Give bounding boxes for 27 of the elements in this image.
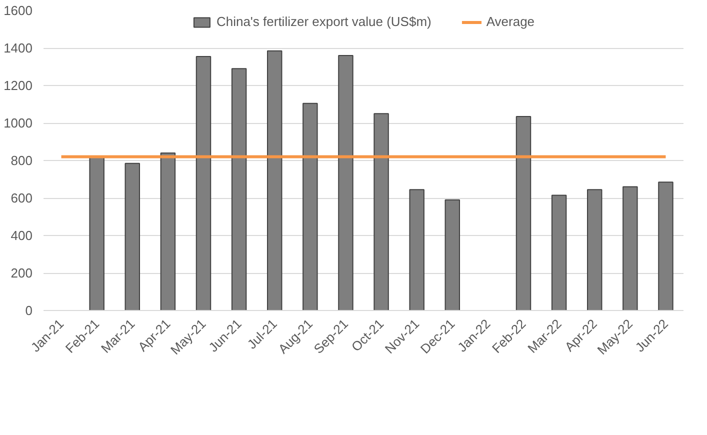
y-tick-label: 600 bbox=[10, 190, 33, 206]
bar bbox=[551, 194, 567, 310]
bar bbox=[622, 186, 638, 310]
legend-label: China's fertilizer export value (US$m) bbox=[216, 14, 432, 29]
bar bbox=[374, 113, 389, 310]
y-tick-label: 1600 bbox=[4, 3, 32, 18]
bar bbox=[587, 189, 602, 310]
bar bbox=[444, 199, 460, 310]
bar bbox=[338, 55, 354, 310]
bar bbox=[89, 156, 104, 310]
bar bbox=[124, 162, 140, 310]
bar bbox=[231, 68, 247, 310]
y-tick-label: 1200 bbox=[4, 78, 32, 93]
y-tick-label: 800 bbox=[10, 153, 33, 168]
bar bbox=[516, 116, 532, 310]
bar bbox=[658, 182, 674, 310]
bar bbox=[302, 102, 318, 310]
bar bbox=[196, 56, 212, 310]
bar bbox=[267, 50, 282, 310]
y-tick-label: 1000 bbox=[4, 116, 32, 130]
y-tick-label: 1400 bbox=[4, 40, 32, 56]
bar bbox=[160, 152, 176, 310]
bar bbox=[409, 189, 424, 310]
y-tick-label: 200 bbox=[10, 266, 33, 280]
y-tick-label: 400 bbox=[10, 228, 33, 243]
legend-label: Average bbox=[486, 14, 535, 29]
y-tick-label: 0 bbox=[25, 303, 33, 318]
